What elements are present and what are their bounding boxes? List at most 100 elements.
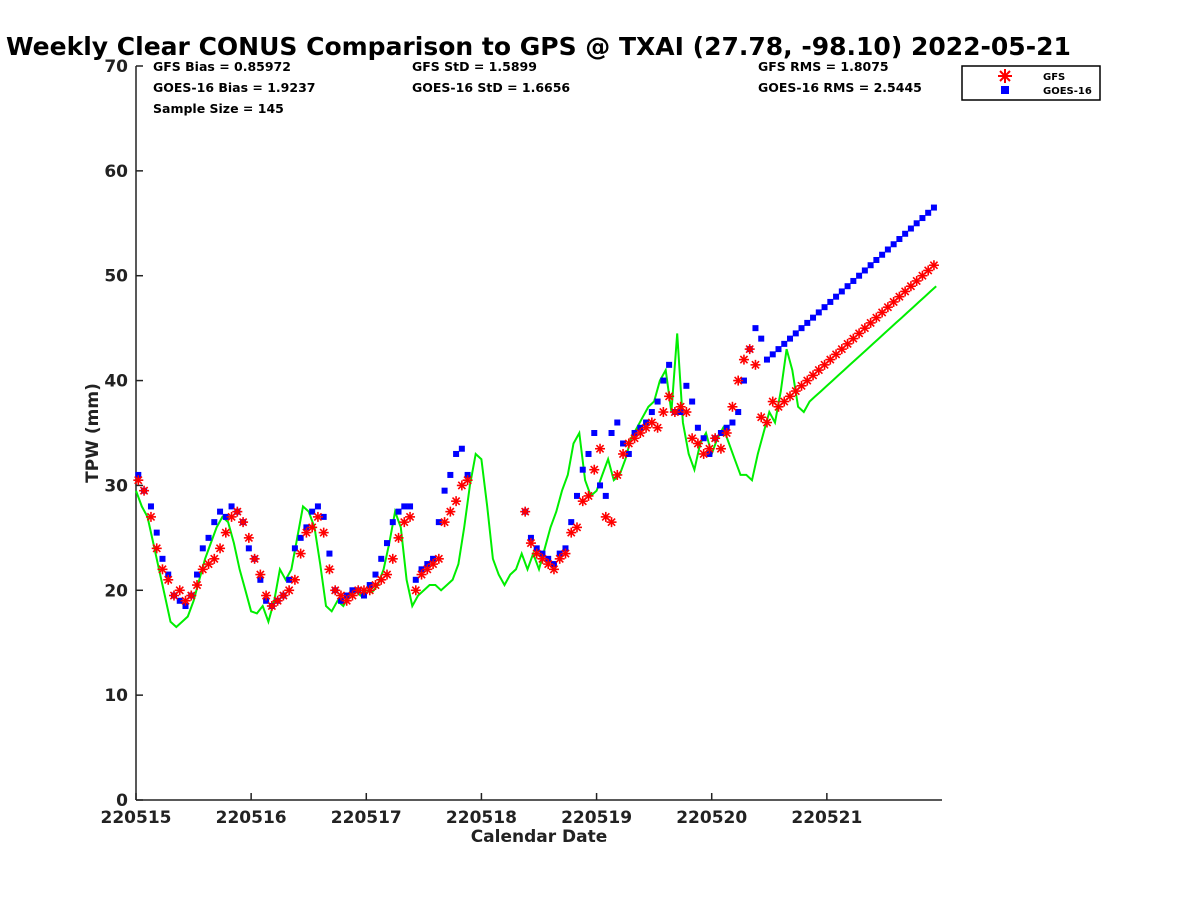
gfs-point bbox=[618, 448, 629, 459]
goes16-point bbox=[930, 204, 937, 211]
x-tick-label: 220519 bbox=[561, 808, 632, 828]
goes16-point bbox=[395, 508, 402, 515]
legend-box bbox=[961, 65, 1101, 101]
goes16-point bbox=[539, 550, 546, 557]
gfs-point bbox=[738, 354, 749, 365]
x-tick-label: 220518 bbox=[446, 808, 517, 828]
gfs-bias: GFS Bias = 0.85972 bbox=[153, 59, 291, 74]
goes16-point bbox=[729, 419, 736, 426]
goes16-point bbox=[867, 262, 874, 269]
goes16-point bbox=[556, 550, 563, 557]
goes16-point bbox=[740, 377, 747, 384]
gfs-point bbox=[629, 433, 640, 444]
goes16-point bbox=[694, 424, 701, 431]
goes16-point bbox=[677, 409, 684, 416]
x-tick-label: 220516 bbox=[216, 808, 287, 828]
goes16-point bbox=[245, 545, 252, 552]
goes16-point bbox=[568, 519, 575, 526]
y-axis-label: TPW (mm) bbox=[83, 383, 103, 483]
gfs-point bbox=[612, 469, 623, 480]
gfs-point bbox=[215, 543, 226, 554]
gfs-point bbox=[433, 553, 444, 564]
goes16-point bbox=[263, 597, 270, 604]
goes16-point bbox=[925, 209, 932, 216]
goes16-point bbox=[291, 545, 298, 552]
goes16-point bbox=[199, 545, 206, 552]
gfs-point bbox=[744, 344, 755, 355]
goes16-point bbox=[763, 356, 770, 363]
x-tick-label: 220515 bbox=[101, 808, 172, 828]
gfs-point bbox=[243, 532, 254, 543]
goes16-point bbox=[222, 513, 229, 520]
y-tick-label: 70 bbox=[104, 57, 128, 77]
goes16-point bbox=[602, 492, 609, 499]
gfs-point bbox=[186, 590, 197, 601]
goes16-point bbox=[591, 430, 598, 436]
goes16-point bbox=[620, 440, 627, 447]
gfs-point bbox=[681, 407, 692, 418]
y-tick-label: 60 bbox=[104, 162, 128, 182]
goes16-point bbox=[309, 508, 316, 515]
goes16-point bbox=[666, 361, 673, 368]
gps-line bbox=[135, 285, 937, 629]
gfs-point bbox=[606, 517, 617, 528]
goes16-point bbox=[562, 545, 569, 552]
goes16-point bbox=[389, 519, 396, 526]
gfs-point bbox=[151, 543, 162, 554]
sample-size: Sample Size = 145 bbox=[153, 101, 284, 116]
goes16-point bbox=[781, 340, 788, 347]
gfs-point bbox=[894, 291, 905, 302]
x-tick-label: 220517 bbox=[331, 808, 402, 828]
gfs-point bbox=[646, 417, 657, 428]
legend-gfs-label: GFS bbox=[1043, 72, 1065, 83]
goes16-point bbox=[787, 335, 794, 342]
x-tick-label: 220520 bbox=[676, 808, 747, 828]
goes16-point bbox=[810, 314, 817, 321]
gfs-rms: GFS RMS = 1.8075 bbox=[758, 59, 889, 74]
goes16-point bbox=[418, 566, 425, 573]
gfs-point bbox=[318, 527, 329, 538]
goes16-point bbox=[228, 503, 235, 510]
goes16-point bbox=[135, 471, 142, 478]
goes16-point bbox=[573, 492, 580, 499]
goes-bias: GOES-16 Bias = 1.9237 bbox=[153, 80, 315, 95]
gfs-point bbox=[289, 574, 300, 585]
gfs-point bbox=[393, 532, 404, 543]
y-ticks: 0 10 20 30 40 50 60 70 bbox=[104, 57, 143, 811]
goes16-point bbox=[861, 267, 868, 274]
gfs-point bbox=[658, 407, 669, 418]
gfs-point bbox=[583, 490, 594, 501]
goes16-point bbox=[890, 241, 897, 248]
goes16-point bbox=[821, 304, 828, 311]
gfs-point bbox=[376, 574, 387, 585]
goes16-point bbox=[585, 450, 592, 457]
goes16-point bbox=[384, 540, 391, 547]
gfs-point bbox=[192, 580, 203, 591]
stats-block: GFS Bias = 0.85972 GOES-16 Bias = 1.9237… bbox=[153, 59, 922, 116]
gfs-point bbox=[525, 538, 536, 549]
goes16-point bbox=[896, 236, 903, 243]
goes16-point bbox=[735, 409, 742, 416]
goes16-point bbox=[873, 256, 880, 263]
goes16-point bbox=[297, 534, 304, 541]
gfs-point bbox=[163, 574, 174, 585]
goes16-point bbox=[758, 335, 765, 342]
goes16-point bbox=[631, 430, 638, 436]
gfs-point bbox=[928, 260, 939, 271]
gfs-point bbox=[750, 359, 761, 370]
legend: GFS GOES-16 bbox=[961, 65, 1101, 101]
goes16-point bbox=[343, 592, 350, 599]
gfs-point bbox=[710, 433, 721, 444]
gfs-point bbox=[157, 564, 168, 575]
goes16-point bbox=[372, 571, 379, 578]
goes16-point bbox=[194, 571, 201, 578]
goes16-point bbox=[625, 450, 632, 457]
gfs-point bbox=[548, 564, 559, 575]
gfs-point bbox=[382, 569, 393, 580]
goes16-point bbox=[827, 298, 834, 305]
goes16-point bbox=[597, 482, 604, 489]
goes16-point bbox=[643, 419, 650, 426]
gfs-point bbox=[139, 485, 150, 496]
goes16-point bbox=[833, 293, 840, 300]
goes16-point bbox=[182, 603, 189, 610]
